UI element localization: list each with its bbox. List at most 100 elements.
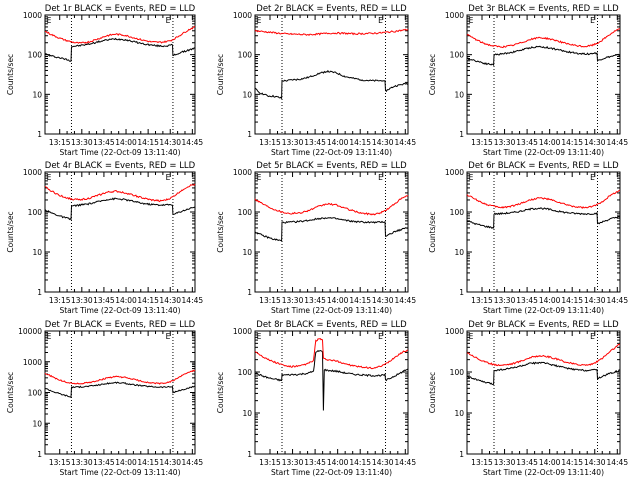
y-axis-label: Counts/sec	[216, 372, 225, 413]
x-tick-label: 14:00	[327, 138, 349, 147]
series-lld-line	[466, 189, 621, 210]
x-tick-label: 14:30	[159, 138, 181, 147]
panel-title: Det 4r BLACK = Events, RED = LLD	[45, 161, 196, 171]
x-tick-label: 13:15	[471, 296, 493, 305]
y-tick-label: 100	[238, 51, 253, 60]
series-events-line	[254, 69, 409, 100]
x-tick-label: 13:45	[516, 296, 538, 305]
x-tick-label: 14:45	[606, 296, 628, 305]
x-tick-label: 14:45	[394, 458, 416, 467]
y-tick-label: 1	[459, 288, 464, 297]
x-tick-label: 14:30	[159, 458, 181, 467]
x-tick-label: 14:45	[606, 458, 628, 467]
panel-1: Det 1r BLACK = Events, RED = LLD 1 10 100 10…	[6, 4, 203, 157]
panel-title: Det 7r BLACK = Events, RED = LLD	[45, 320, 196, 330]
marker-label: E	[166, 332, 171, 341]
x-tick-label: 13:15	[471, 458, 493, 467]
panel-4: Det 4r BLACK = Events, RED = LLD 1 10 100 10…	[6, 161, 203, 315]
plot-frame	[466, 14, 621, 135]
panel-8: Det 8r BLACK = Events, RED = LLD 1 10 100 10…	[216, 320, 416, 477]
series-events-line	[466, 207, 621, 230]
y-tick-label: 1	[37, 130, 42, 139]
y-axis-label: Counts/sec	[216, 211, 225, 252]
x-tick-label: 14:15	[561, 138, 583, 147]
x-tick-label: 13:15	[259, 138, 281, 147]
y-tick-label: 1	[247, 288, 252, 297]
y-tick-label: 100	[450, 368, 465, 377]
x-tick-label: 14:15	[561, 458, 583, 467]
y-axis-label: Counts/sec	[428, 54, 437, 95]
x-tick-label: 14:30	[584, 138, 606, 147]
series-events-line	[466, 361, 621, 386]
y-tick-label: 1	[37, 450, 42, 459]
marker-label: E	[590, 173, 595, 182]
series-lld-line	[254, 195, 409, 216]
x-axis-label: Start Time (22-Oct-09 13:11:40)	[59, 468, 180, 477]
x-tick-label: 13:15	[259, 458, 281, 467]
x-tick-label: 13:30	[494, 138, 516, 147]
panel-title: Det 3r BLACK = Events, RED = LLD	[468, 4, 619, 14]
y-tick-label: 1000	[233, 168, 252, 177]
y-tick-label: 10	[242, 409, 252, 418]
x-tick-label: 14:30	[372, 458, 394, 467]
x-tick-label: 14:45	[182, 458, 204, 467]
panel-9: Det 9r BLACK = Events, RED = LLD 1 10 100 10…	[428, 320, 628, 477]
x-tick-label: 13:15	[471, 138, 493, 147]
marker-label: E	[257, 332, 262, 341]
series-lld-line	[466, 28, 621, 49]
x-tick-label: 13:45	[304, 138, 326, 147]
x-tick-label: 14:45	[182, 296, 204, 305]
marker-label: E	[257, 173, 262, 182]
x-tick-label: 14:00	[115, 458, 137, 467]
x-tick-label: 14:00	[539, 458, 561, 467]
series-lld-line	[44, 26, 196, 44]
plot-frame	[254, 14, 409, 135]
plot-frame	[466, 171, 621, 293]
marker-label: E	[469, 332, 474, 341]
series-events-line	[44, 37, 196, 62]
x-axis-label: Start Time (22-Oct-09 13:11:40)	[483, 306, 604, 315]
y-tick-label: 1	[37, 288, 42, 297]
plot-frame	[44, 171, 196, 293]
y-axis-label: Counts/sec	[6, 54, 15, 95]
y-tick-label: 1000	[23, 11, 42, 20]
plot-frame	[254, 330, 409, 455]
y-tick-label: 1000	[233, 327, 252, 336]
y-tick-label: 1000	[23, 358, 42, 367]
y-tick-label: 1000	[445, 327, 464, 336]
series-events-line	[255, 349, 409, 411]
y-tick-label: 10	[32, 248, 42, 257]
x-tick-label: 14:00	[539, 138, 561, 147]
x-tick-label: 14:15	[561, 296, 583, 305]
y-tick-label: 10	[454, 248, 464, 257]
x-tick-label: 14:45	[182, 138, 204, 147]
y-tick-label: 100	[450, 208, 465, 217]
panel-7: Det 7r BLACK = Events, RED = LLD 1 10 100 10…	[6, 320, 203, 477]
x-tick-label: 13:45	[304, 296, 326, 305]
y-tick-label: 1000	[23, 168, 42, 177]
x-tick-label: 13:45	[93, 296, 115, 305]
y-tick-label: 10	[32, 90, 42, 99]
panel-3: Det 3r BLACK = Events, RED = LLD 1 10 100 10…	[428, 4, 628, 157]
marker-label: E	[378, 332, 383, 341]
x-tick-label: 14:30	[584, 296, 606, 305]
x-tick-label: 14:00	[115, 296, 137, 305]
y-tick-label: 10	[32, 419, 42, 428]
x-axis-label: Start Time (22-Oct-09 13:11:40)	[483, 468, 604, 477]
marker-label: E	[469, 173, 474, 182]
marker-label: E	[166, 173, 171, 182]
y-tick-label: 1000	[233, 11, 252, 20]
x-tick-label: 14:00	[327, 458, 349, 467]
x-tick-label: 14:45	[606, 138, 628, 147]
x-axis-label: Start Time (22-Oct-09 13:11:40)	[59, 306, 180, 315]
y-tick-label: 1	[459, 130, 464, 139]
series-events-line	[254, 217, 409, 242]
x-tick-label: 13:30	[282, 458, 304, 467]
y-tick-label: 1000	[445, 168, 464, 177]
x-tick-label: 14:00	[539, 296, 561, 305]
panel-title: Det 1r BLACK = Events, RED = LLD	[45, 4, 196, 14]
x-tick-label: 13:45	[304, 458, 326, 467]
x-tick-label: 14:30	[372, 138, 394, 147]
series-events-line	[44, 381, 196, 399]
